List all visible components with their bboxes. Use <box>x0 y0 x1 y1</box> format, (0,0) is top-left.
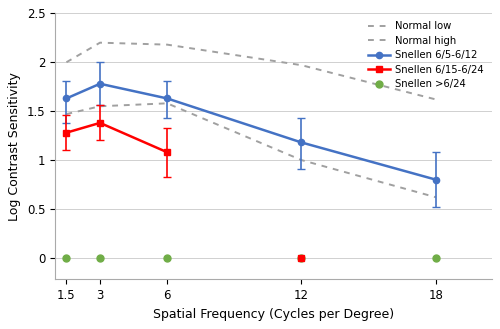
X-axis label: Spatial Frequency (Cycles per Degree): Spatial Frequency (Cycles per Degree) <box>153 308 394 321</box>
Legend: Normal low, Normal high, Snellen 6/5-6/12, Snellen 6/15-6/24, Snellen >6/24: Normal low, Normal high, Snellen 6/5-6/1… <box>365 18 486 92</box>
Y-axis label: Log Contrast Sensitivity: Log Contrast Sensitivity <box>8 72 22 221</box>
